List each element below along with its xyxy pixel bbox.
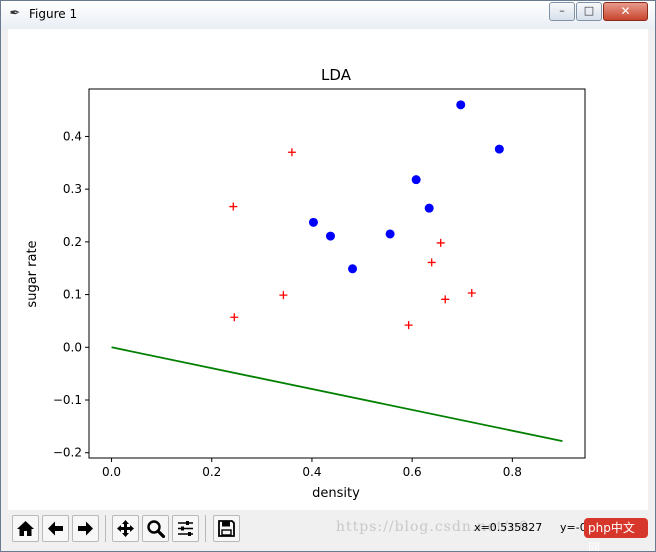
data-point-circle	[494, 144, 504, 154]
toolbar-separator	[105, 515, 106, 542]
back-arrow-icon	[48, 521, 63, 536]
axis-ticks: 0.0 0.2 0.4 0.6 0.8 −0.2 −0.1 0.0 0.1 0.2 0.3 0.4	[53, 129, 522, 479]
figure-canvas[interactable]: LDA 0.0 0.2 0.4 0.6 0.8 −0.2 −0.1 0.0 0.1 0.2 0.3 0…	[8, 29, 648, 510]
title-bar: ✒ Figure 1 – □ ✕	[1, 1, 655, 29]
data-point-circle	[456, 100, 466, 110]
close-button[interactable]: ✕	[603, 2, 648, 21]
configure-subplots-icon	[178, 521, 193, 536]
pan-button[interactable]	[112, 515, 139, 542]
toolbar-separator	[205, 515, 206, 542]
x-coordinate-readout: x=0.535827	[474, 521, 543, 534]
y-tick-label: −0.2	[53, 446, 82, 460]
site-badge: php中文网	[584, 518, 648, 551]
navigation-toolbar: https://blog.csdn.net/u0 x=0.535827 y=-0…	[8, 511, 648, 551]
save-icon	[218, 520, 235, 537]
minimize-button[interactable]: –	[549, 2, 575, 21]
pan-icon	[117, 520, 134, 537]
data-point-circle	[325, 231, 335, 241]
forward-arrow-icon	[78, 521, 93, 536]
data-point-circle	[308, 217, 318, 227]
forward-button[interactable]	[72, 515, 99, 542]
home-icon	[17, 521, 34, 536]
save-button[interactable]	[213, 515, 240, 542]
data-point-plus	[287, 148, 296, 157]
x-tick-label: 0.8	[503, 465, 522, 479]
y-tick-label: 0.3	[63, 182, 82, 196]
x-axis-label: density	[312, 486, 360, 501]
home-button[interactable]	[12, 515, 39, 542]
x-tick-label: 0.4	[302, 465, 321, 479]
zoom-icon	[147, 520, 165, 538]
zoom-button[interactable]	[142, 515, 169, 542]
data-point-plus	[436, 238, 445, 247]
chart: LDA 0.0 0.2 0.4 0.6 0.8−0.2−0.10.00.10.20.30…	[25, 66, 586, 501]
plot-area	[111, 100, 563, 443]
watermark-text: https://blog.csdn.net/u0	[336, 519, 529, 535]
data-point-plus	[229, 202, 238, 211]
data-point-plus	[404, 321, 413, 330]
data-point-circle	[411, 175, 421, 185]
x-tick-label: 0.6	[403, 465, 422, 479]
back-button[interactable]	[42, 515, 69, 542]
x-tick-label: 0.0	[102, 465, 121, 479]
window-title: Figure 1	[29, 7, 78, 21]
y-tick-label: −0.1	[53, 393, 82, 407]
feather-icon: ✒	[9, 6, 21, 21]
chart-title: LDA	[321, 66, 352, 84]
y-tick-label: 0.4	[63, 129, 82, 143]
data-point-circle	[385, 229, 395, 239]
data-point-plus	[279, 291, 288, 300]
y-tick-label: 0.2	[63, 235, 82, 249]
maximize-button[interactable]: □	[576, 2, 602, 21]
x-tick-label: 0.2	[202, 465, 221, 479]
data-point-plus	[230, 313, 239, 322]
configure-subplots-button[interactable]	[172, 515, 199, 542]
y-tick-label: 0.0	[63, 340, 82, 354]
data-point-plus	[467, 289, 476, 298]
data-point-circle	[424, 203, 434, 213]
y-axis-label: sugar rate	[25, 240, 40, 307]
axes-frame	[88, 88, 586, 459]
series-line	[111, 346, 563, 443]
data-point-plus	[427, 258, 436, 267]
data-point-plus	[441, 295, 450, 304]
data-point-circle	[348, 264, 358, 274]
y-tick-label: 0.1	[63, 288, 82, 302]
